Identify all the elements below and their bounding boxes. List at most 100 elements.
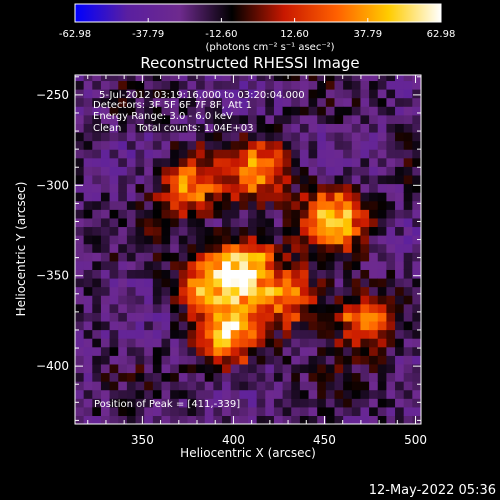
heatmap-cell: [152, 363, 163, 374]
heatmap-cell: [369, 217, 379, 228]
heatmap-cell: [265, 372, 275, 382]
heatmap-cell: [325, 114, 336, 124]
heatmap-cell: [369, 140, 379, 150]
heatmap-cell: [334, 303, 344, 313]
heatmap-cell: [230, 260, 240, 270]
heatmap-cell: [187, 415, 197, 424]
heatmap-cell: [412, 106, 421, 116]
heatmap-cell: [170, 123, 180, 133]
heatmap-cell: [109, 140, 119, 150]
heatmap-cell: [152, 217, 163, 228]
heatmap-cell: [92, 381, 102, 391]
heatmap-cell: [273, 89, 284, 99]
heatmap-cell: [178, 192, 189, 202]
heatmap-cell: [100, 114, 111, 124]
heatmap-cell: [118, 75, 128, 82]
heatmap-cell: [317, 174, 327, 185]
heatmap-cell: [343, 174, 353, 185]
heatmap-cell: [230, 355, 240, 365]
heatmap-cell: [317, 277, 327, 288]
heatmap-cell: [196, 338, 206, 348]
heatmap-cell: [360, 166, 370, 176]
heatmap-cell: [92, 226, 102, 236]
heatmap-cell: [248, 260, 258, 270]
heatmap-cell: [343, 106, 353, 116]
heatmap-cell: [308, 114, 318, 124]
heatmap-cell: [291, 346, 301, 356]
heatmap-cell: [230, 415, 240, 424]
heatmap-cell: [152, 123, 163, 133]
heatmap-cell: [248, 192, 258, 202]
heatmap-cell: [100, 157, 111, 167]
heatmap-cell: [299, 346, 310, 356]
heatmap-cell: [75, 200, 85, 210]
heatmap-cell: [196, 166, 206, 176]
heatmap-cell: [161, 89, 171, 99]
heatmap-cell: [377, 372, 387, 382]
heatmap-cell: [144, 355, 154, 365]
heatmap-cell: [109, 303, 119, 313]
heatmap-cell: [273, 209, 284, 219]
heatmap-cell: [178, 329, 189, 339]
heatmap-cell: [187, 80, 197, 90]
heatmap-cell: [109, 209, 119, 219]
heatmap-cell: [248, 389, 258, 399]
heatmap-cell: [75, 183, 85, 193]
heatmap-cell: [100, 363, 111, 374]
heatmap-cell: [412, 252, 421, 262]
heatmap-cell: [299, 166, 310, 176]
heatmap-cell: [230, 89, 240, 99]
heatmap-cell: [265, 149, 275, 159]
heatmap-cell: [343, 123, 353, 133]
heatmap-cell: [248, 415, 258, 424]
heatmap-cell: [412, 131, 421, 142]
heatmap-cell: [178, 260, 189, 270]
heatmap-cell: [170, 329, 180, 339]
heatmap-cell: [308, 209, 318, 219]
heatmap-cell: [360, 312, 370, 322]
heatmap-cell: [299, 123, 310, 133]
heatmap-cell: [152, 80, 163, 90]
heatmap-cell: [83, 106, 93, 116]
heatmap-cell: [135, 363, 145, 374]
heatmap-cell: [317, 260, 327, 270]
heatmap-cell: [170, 355, 180, 365]
heatmap-cell: [213, 157, 223, 167]
heatmap-cell: [273, 406, 284, 417]
heatmap-cell: [230, 303, 240, 313]
heatmap-cell: [386, 415, 396, 424]
heatmap-cell: [92, 303, 102, 313]
heatmap-cell: [230, 131, 240, 142]
heatmap-cell: [100, 149, 111, 159]
heatmap-cell: [282, 415, 292, 424]
heatmap-cell: [204, 183, 214, 193]
heatmap-cell: [395, 415, 405, 424]
heatmap-cell: [196, 260, 206, 270]
heatmap-cell: [152, 226, 163, 236]
heatmap-cell: [152, 320, 163, 331]
heatmap-cell: [213, 286, 223, 296]
heatmap-cell: [377, 209, 387, 219]
heatmap-cell: [75, 149, 85, 159]
heatmap-cell: [239, 209, 249, 219]
heatmap-cell: [299, 174, 310, 185]
heatmap-cell: [265, 355, 275, 365]
heatmap-cell: [239, 200, 249, 210]
heatmap-cell: [256, 312, 266, 322]
heatmap-cell: [92, 398, 102, 408]
heatmap-cell: [170, 97, 180, 107]
heatmap-cell: [351, 320, 362, 331]
heatmap-cell: [213, 106, 223, 116]
heatmap-cell: [75, 89, 85, 99]
heatmap-cell: [317, 338, 327, 348]
heatmap-cell: [325, 338, 336, 348]
heatmap-cell: [256, 406, 266, 417]
heatmap-cell: [256, 217, 266, 228]
heatmap-cell: [282, 183, 292, 193]
heatmap-cell: [239, 372, 249, 382]
heatmap-cell: [230, 269, 240, 279]
heatmap-cell: [377, 269, 387, 279]
heatmap-cell: [265, 295, 275, 305]
heatmap-cell: [161, 123, 171, 133]
